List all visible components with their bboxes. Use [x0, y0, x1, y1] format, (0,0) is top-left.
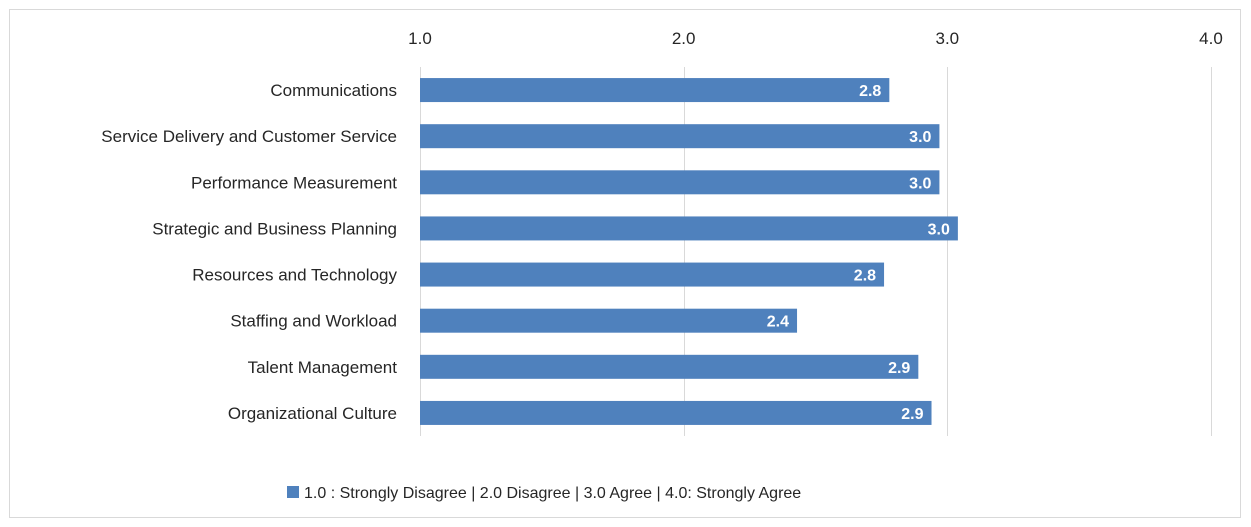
bar	[420, 308, 798, 333]
bar	[420, 400, 932, 425]
data-label: 2.9	[901, 406, 923, 423]
x-tick-label: 3.0	[936, 29, 960, 48]
gridlines	[420, 67, 1212, 436]
bar	[420, 262, 885, 287]
category-label: Resources and Technology	[192, 266, 397, 285]
data-label: 3.0	[928, 221, 950, 238]
bar	[420, 124, 940, 149]
data-label: 2.8	[854, 268, 876, 285]
category-label: Strategic and Business Planning	[152, 219, 397, 238]
data-labels: 2.8 3.0 3.0 3.0 2.8 2.4 2.9 2.9	[767, 83, 950, 423]
bar	[420, 170, 940, 195]
bar	[420, 354, 919, 379]
legend-swatch	[287, 486, 299, 498]
data-label: 3.0	[909, 175, 931, 192]
category-label: Service Delivery and Customer Service	[101, 127, 397, 146]
category-label: Staffing and Workload	[230, 312, 397, 331]
bar	[420, 216, 958, 241]
x-tick-label: 2.0	[672, 29, 696, 48]
data-label: 2.8	[859, 83, 881, 100]
x-tick-label: 1.0	[408, 29, 432, 48]
legend-label: 1.0 : Strongly Disagree | 2.0 Disagree |…	[304, 485, 801, 502]
category-labels: Communications Service Delivery and Custo…	[101, 81, 397, 423]
data-label: 3.0	[909, 129, 931, 146]
bar	[420, 78, 890, 103]
category-label: Talent Management	[248, 358, 398, 377]
data-label: 2.4	[767, 314, 789, 331]
legend: 1.0 : Strongly Disagree | 2.0 Disagree |…	[287, 485, 801, 502]
bars	[420, 78, 958, 425]
x-tick-label: 4.0	[1199, 29, 1223, 48]
category-label: Organizational Culture	[228, 404, 397, 423]
x-axis-ticks: 1.0 2.0 3.0 4.0	[408, 29, 1223, 48]
category-label: Performance Measurement	[191, 173, 397, 192]
category-label: Communications	[270, 81, 397, 100]
data-label: 2.9	[888, 360, 910, 377]
